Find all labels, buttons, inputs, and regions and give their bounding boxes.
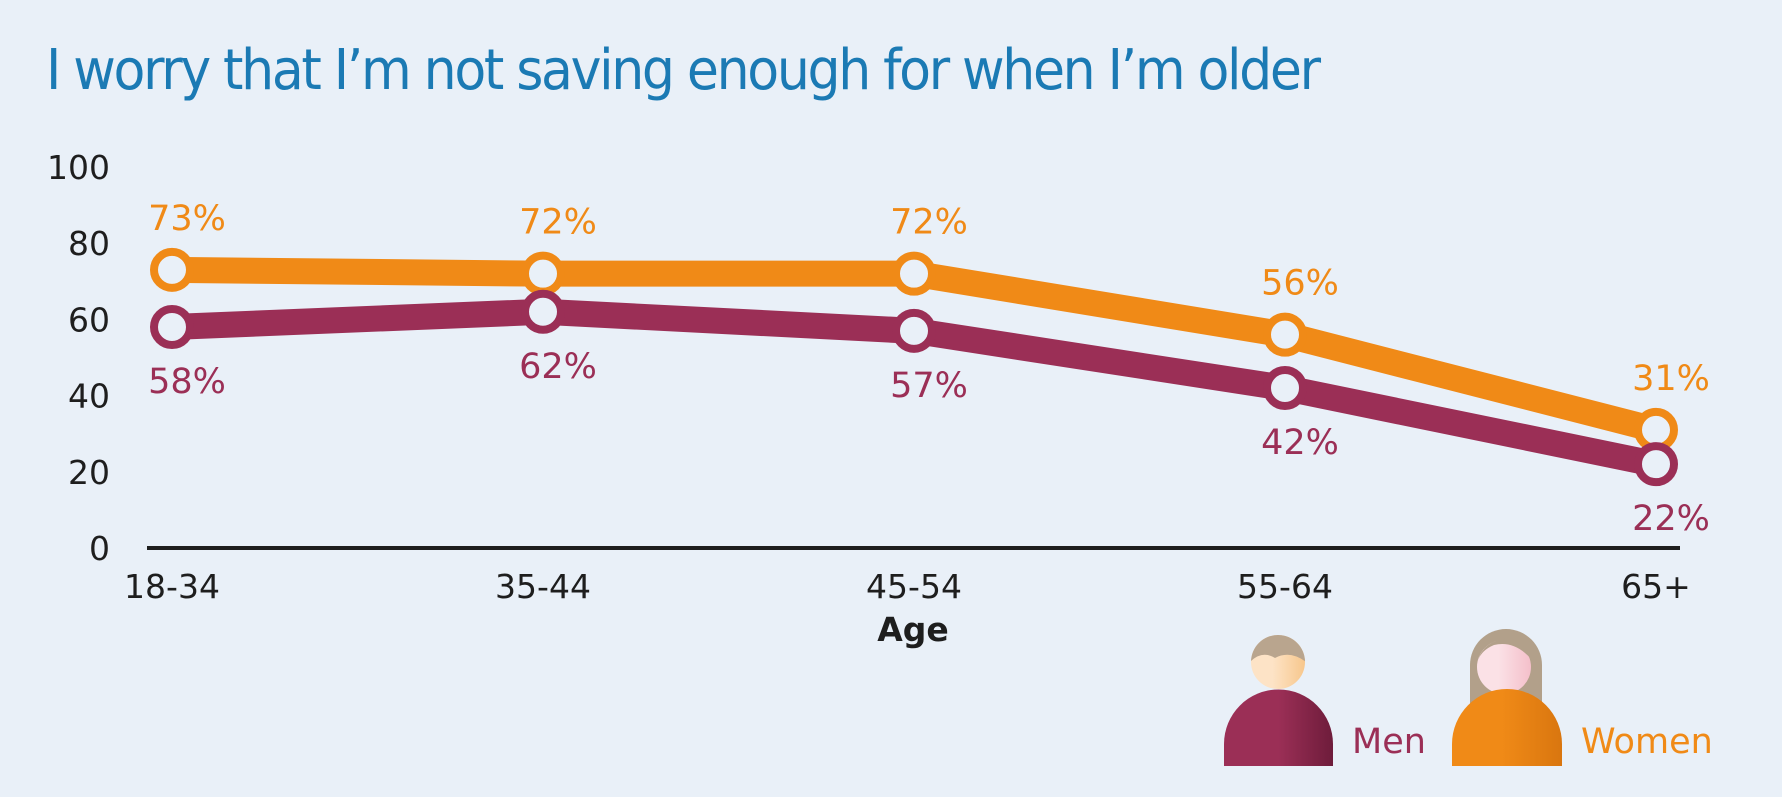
series-men: 58% 62% 57% 42% 22% bbox=[148, 289, 1710, 539]
y-tick-label: 60 bbox=[68, 300, 110, 339]
y-tick-label: 0 bbox=[89, 529, 110, 568]
woman-icon bbox=[1452, 628, 1562, 766]
x-tick-label: 18-34 bbox=[124, 567, 220, 606]
y-tick-label: 100 bbox=[47, 148, 110, 187]
x-tick-label: 35-44 bbox=[495, 567, 591, 606]
legend-label-men: Men bbox=[1352, 722, 1426, 762]
data-label: 57% bbox=[890, 366, 968, 406]
data-label: 72% bbox=[519, 203, 597, 243]
data-point[interactable] bbox=[150, 247, 194, 292]
chart-title: I worry that I’m not saving enough for w… bbox=[46, 38, 1321, 103]
data-label: 62% bbox=[519, 347, 597, 387]
data-point[interactable] bbox=[1263, 365, 1307, 410]
y-tick-label: 80 bbox=[68, 224, 110, 263]
data-label: 22% bbox=[1632, 499, 1710, 539]
legend-item-men[interactable]: Men bbox=[1224, 634, 1426, 766]
x-tick-label: 55-64 bbox=[1237, 567, 1333, 606]
x-axis-title: Age bbox=[877, 610, 949, 649]
data-point[interactable] bbox=[1634, 442, 1678, 487]
man-icon bbox=[1224, 635, 1333, 766]
data-label: 72% bbox=[890, 203, 968, 243]
series-group: 73% 72% 72% 56% 31% 58% 62% 57% 42% 22% bbox=[148, 199, 1710, 539]
data-point[interactable] bbox=[1263, 312, 1307, 357]
data-point[interactable] bbox=[892, 308, 936, 353]
x-axis: 18-34 35-44 45-54 55-64 65+ bbox=[124, 567, 1691, 606]
data-label: 42% bbox=[1261, 423, 1339, 463]
data-label: 73% bbox=[148, 199, 226, 239]
data-point[interactable] bbox=[150, 305, 194, 350]
x-tick-label: 45-54 bbox=[866, 567, 962, 606]
data-label: 31% bbox=[1632, 359, 1710, 399]
data-point[interactable] bbox=[521, 251, 565, 296]
legend-label-women: Women bbox=[1581, 722, 1713, 762]
data-point[interactable] bbox=[521, 289, 565, 334]
data-label: 58% bbox=[148, 362, 226, 402]
legend-item-women[interactable]: Women bbox=[1452, 628, 1713, 766]
data-label: 56% bbox=[1261, 264, 1339, 304]
x-tick-label: 65+ bbox=[1621, 567, 1691, 606]
data-point[interactable] bbox=[892, 251, 936, 296]
y-tick-label: 40 bbox=[68, 377, 110, 416]
legend: Men Women bbox=[1224, 628, 1713, 766]
y-tick-label: 20 bbox=[68, 453, 110, 492]
y-axis: 0 20 40 60 80 100 bbox=[47, 148, 110, 568]
